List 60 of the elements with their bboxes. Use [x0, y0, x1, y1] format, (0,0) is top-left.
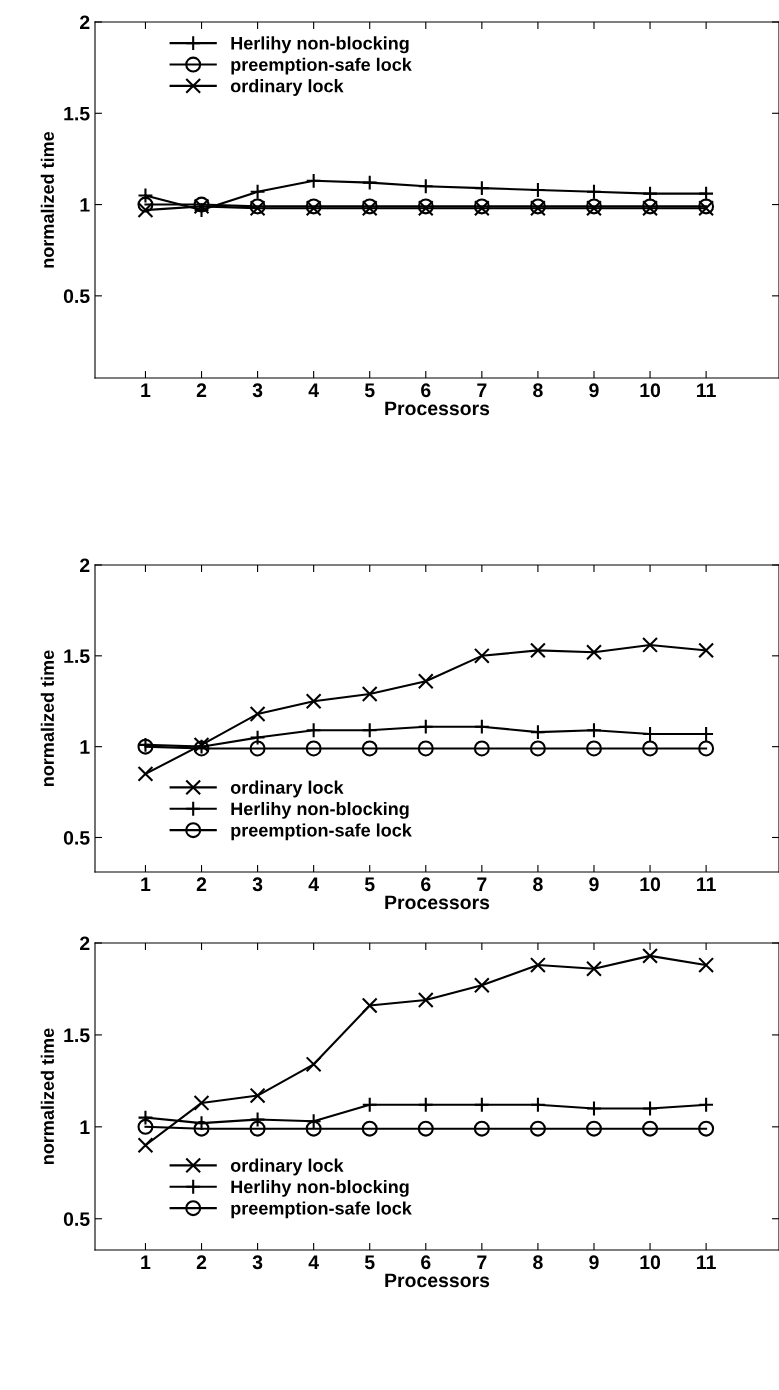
y-tick-label: 2: [80, 558, 90, 573]
x-tick-label: 5: [364, 1255, 375, 1270]
y-tick-label: 0.5: [63, 830, 90, 845]
x-axis-title: Processors: [385, 1273, 490, 1288]
legend-label: preemption-safe lock: [231, 823, 412, 841]
x-tick-label: 4: [308, 877, 319, 891]
legend-label: ordinary lock: [230, 780, 344, 798]
x-tick-label: 3: [252, 877, 263, 892]
y-axis-title: normalized time: [40, 131, 54, 268]
x-tick-label: 11: [697, 383, 716, 397]
y-tick-label: 2: [80, 936, 90, 951]
x-tick-label: 7: [477, 877, 487, 891]
x-tick-label: 11: [697, 1255, 716, 1269]
y-tick-label: 1: [80, 1120, 90, 1134]
x-tick-label: 4: [308, 1255, 319, 1269]
x-tick-label: 9: [589, 877, 599, 892]
x-tick-label: 5: [364, 383, 375, 398]
x-tick-label: 7: [477, 1255, 487, 1269]
legend-label: Herlihy non-blocking: [231, 1179, 409, 1197]
x-axis-title: Processors: [385, 401, 490, 416]
y-tick-label: 1: [80, 198, 90, 212]
x-tick-label: 1: [141, 877, 151, 891]
y-tick-label: 1.5: [64, 1028, 90, 1043]
x-tick-label: 3: [252, 1255, 263, 1270]
x-tick-label: 2: [196, 383, 207, 397]
legend-label: preemption-safe lock: [231, 57, 412, 75]
x-tick-label: 10: [640, 383, 661, 398]
x-tick-label: 6: [421, 1255, 431, 1270]
x-tick-label: 11: [697, 877, 716, 891]
y-tick-label: 1.5: [64, 649, 90, 664]
x-tick-label: 6: [421, 877, 431, 892]
x-tick-label: 2: [196, 877, 207, 891]
x-tick-label: 1: [141, 1255, 151, 1269]
legend-label: preemption-safe lock: [231, 1201, 412, 1219]
y-axis-title: normalized time: [40, 650, 54, 787]
x-tick-label: 8: [533, 383, 543, 398]
x-axis-title: Processors: [385, 895, 490, 910]
y-tick-label: 1.5: [64, 106, 90, 121]
y-tick-label: 0.5: [63, 1212, 90, 1226]
x-tick-label: 1: [141, 383, 151, 397]
x-tick-label: 7: [477, 383, 487, 397]
legend-label: Herlihy non-blocking: [231, 36, 409, 54]
x-tick-label: 10: [640, 1255, 661, 1270]
legend-label: ordinary lock: [230, 1158, 344, 1176]
y-axis-title: normalized time: [40, 1028, 54, 1165]
x-tick-label: 5: [364, 877, 375, 892]
y-tick-label: 2: [80, 15, 90, 30]
x-tick-label: 3: [252, 383, 263, 398]
legend-label: Herlihy non-blocking: [231, 801, 409, 819]
x-tick-label: 4: [308, 383, 319, 397]
y-tick-label: 0.5: [63, 289, 90, 304]
x-tick-label: 10: [640, 877, 661, 892]
x-tick-label: 9: [589, 383, 599, 398]
x-tick-label: 8: [533, 1255, 543, 1270]
x-tick-label: 8: [533, 877, 543, 892]
y-tick-label: 1: [80, 740, 90, 754]
x-tick-label: 6: [421, 383, 431, 398]
legend-label: ordinary lock: [230, 79, 344, 96]
x-tick-label: 2: [196, 1255, 207, 1269]
x-tick-label: 9: [589, 1255, 599, 1270]
